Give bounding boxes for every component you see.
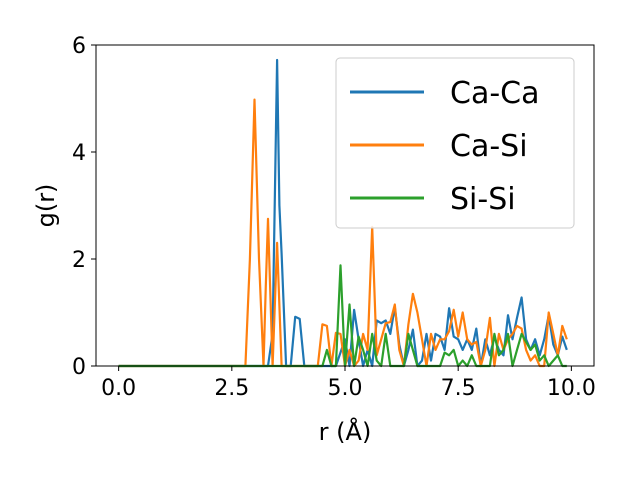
x-tick-label: 10.0: [547, 376, 596, 401]
y-axis-label: g(r): [32, 184, 60, 228]
y-tick-label: 0: [72, 355, 86, 380]
x-tick-label: 0.0: [101, 376, 136, 401]
axes-layer: 0.0 2.5 5.0 7.5 10.0 0 2 4 6: [72, 34, 596, 401]
x-tick-label: 2.5: [214, 376, 249, 401]
series-line-ca-ca: [118, 58, 568, 368]
x-tick-label: 7.5: [441, 376, 476, 401]
legend-label-si-si: Si-Si: [450, 182, 516, 217]
legend-label-ca-si: Ca-Si: [450, 129, 528, 164]
y-tick-label: 4: [72, 141, 86, 166]
x-tick-label: 5.0: [328, 376, 363, 401]
y-tick-label: 2: [72, 248, 86, 273]
legend-box: [335, 57, 575, 229]
legend: Ca-Ca Ca-Si Si-Si: [335, 57, 575, 229]
legend-label-ca-ca: Ca-Ca: [450, 76, 540, 111]
x-axis-label: r (Å): [319, 417, 372, 446]
y-tick-label: 6: [72, 34, 86, 59]
